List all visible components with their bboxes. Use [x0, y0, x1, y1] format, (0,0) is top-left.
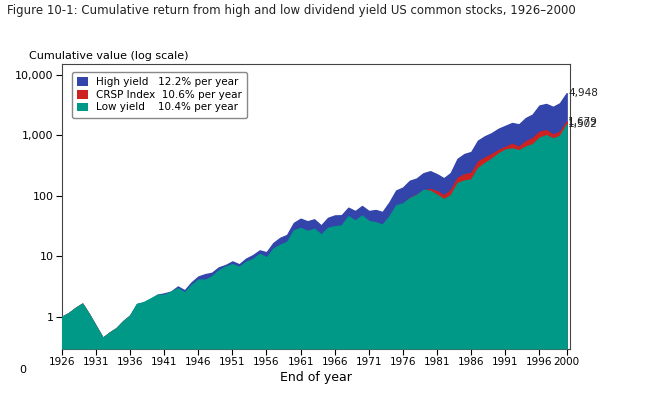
- Text: 0: 0: [20, 365, 26, 375]
- Text: 1,502: 1,502: [568, 119, 598, 130]
- Text: 4,948: 4,948: [568, 88, 598, 98]
- Text: Cumulative value (log scale): Cumulative value (log scale): [29, 51, 188, 61]
- X-axis label: End of year: End of year: [280, 371, 352, 384]
- Legend: High yield   12.2% per year, CRSP Index  10.6% per year, Low yield    10.4% per : High yield 12.2% per year, CRSP Index 10…: [72, 72, 247, 118]
- Text: 1,679: 1,679: [568, 117, 598, 126]
- Text: Figure 10-1: Cumulative return from high and low dividend yield US common stocks: Figure 10-1: Cumulative return from high…: [7, 4, 575, 17]
